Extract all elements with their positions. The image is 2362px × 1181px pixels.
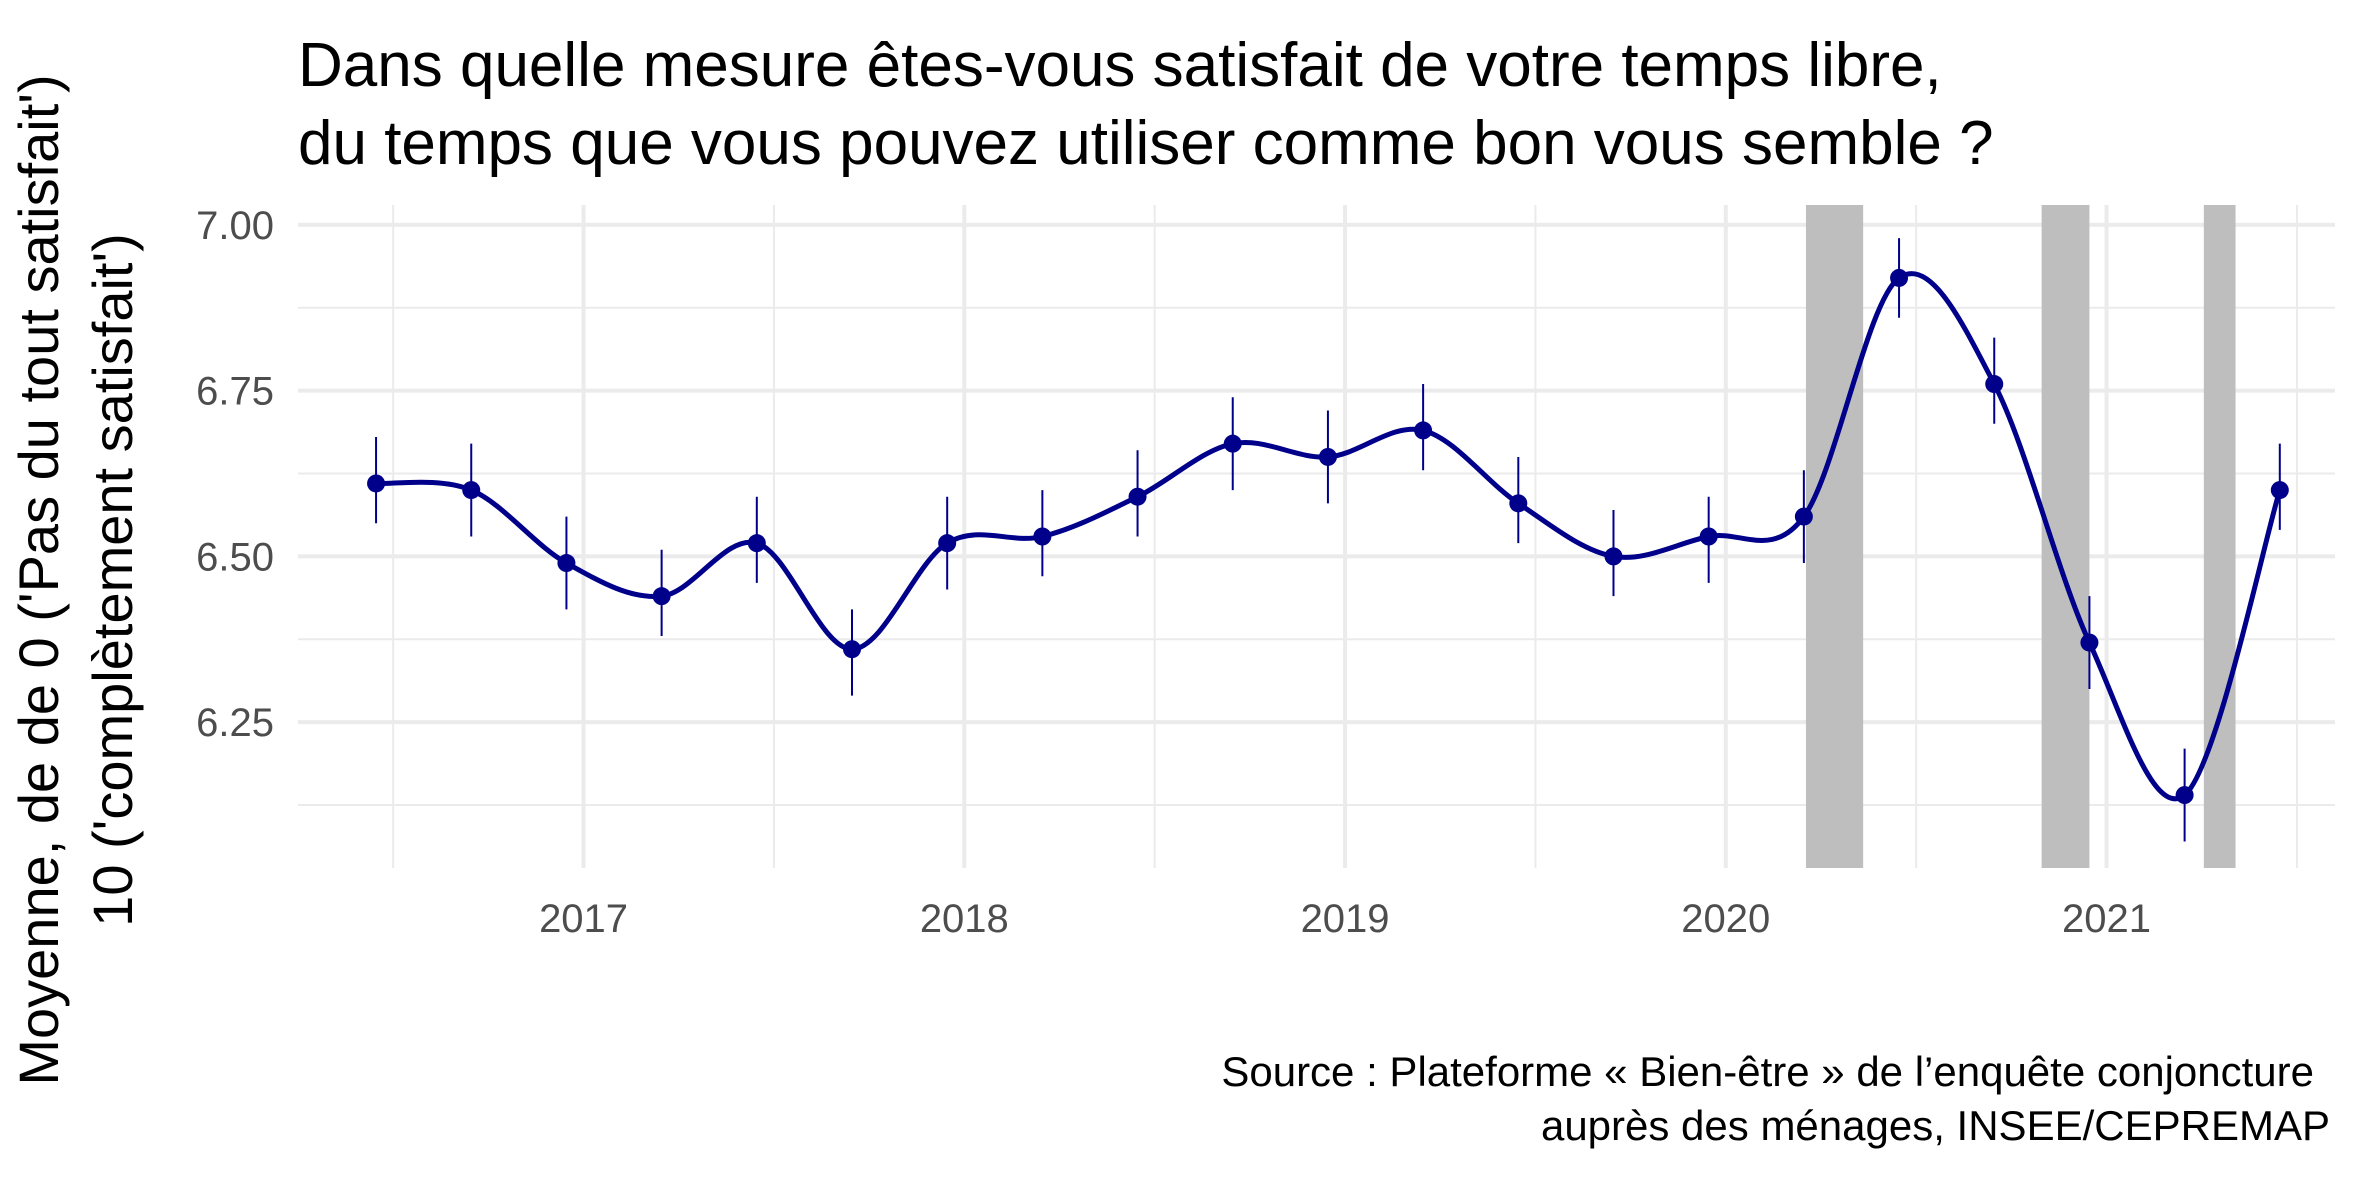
- y-axis-title: Moyenne, de de 0 ('Pas du tout satisfait…: [7, 74, 144, 1085]
- plot-area: [298, 205, 2335, 868]
- data-point: [1223, 434, 1242, 453]
- point-layer: [367, 268, 2289, 805]
- x-tick-label: 2018: [920, 897, 1009, 941]
- errorbar-layer: [375, 238, 2281, 842]
- data-point: [1985, 375, 2004, 394]
- y-tick-label: 6.50: [196, 535, 274, 579]
- x-tick-label: 2019: [1301, 897, 1390, 941]
- data-point: [1890, 268, 1909, 287]
- y-axis-ticks: 6.25 6.50 6.75 7.00: [196, 204, 274, 745]
- data-point: [842, 640, 861, 659]
- x-tick-label: 2021: [2062, 897, 2151, 941]
- data-point: [652, 587, 671, 606]
- y-tick-label: 6.25: [196, 701, 274, 745]
- chart-title-line-1: Dans quelle mesure êtes-vous satisfait d…: [298, 31, 1942, 100]
- chart-title-line-2: du temps que vous pouvez utiliser comme …: [298, 109, 1994, 178]
- shade-layer: [1805, 205, 2236, 868]
- data-point: [1318, 447, 1337, 466]
- data-point: [1509, 494, 1528, 513]
- y-tick-label: 7.00: [196, 204, 274, 248]
- data-point: [557, 554, 576, 573]
- data-point: [462, 481, 481, 500]
- data-point: [2080, 633, 2099, 652]
- data-point: [1604, 547, 1623, 566]
- x-tick-label: 2017: [539, 897, 628, 941]
- data-point: [2270, 481, 2289, 500]
- x-axis-ticks: 2017 2018 2019 2020 2021: [539, 897, 2151, 941]
- source-caption-line-2: auprès des ménages, INSEE/CEPREMAP: [1541, 1102, 2330, 1149]
- y-tick-label: 6.75: [196, 370, 274, 414]
- data-point: [747, 534, 766, 553]
- data-point: [1699, 527, 1718, 546]
- data-point: [367, 474, 386, 493]
- data-point: [1128, 487, 1147, 506]
- source-caption-line-1: Source : Plateforme « Bien-être » de l’e…: [1221, 1048, 2314, 1095]
- data-point: [1414, 421, 1433, 440]
- y-axis-title-line-1: Moyenne, de de 0 ('Pas du tout satisfait…: [7, 74, 70, 1085]
- x-tick-label: 2020: [1681, 897, 1770, 941]
- grid-layer: [298, 205, 2335, 868]
- data-point: [938, 534, 957, 553]
- data-point: [1033, 527, 1052, 546]
- data-point: [2175, 786, 2194, 805]
- shaded-period: [2203, 205, 2236, 868]
- y-axis-title-line-2: 10 ('complètement satisfait'): [81, 233, 144, 927]
- data-point: [1794, 507, 1813, 526]
- shaded-period: [1805, 205, 1864, 868]
